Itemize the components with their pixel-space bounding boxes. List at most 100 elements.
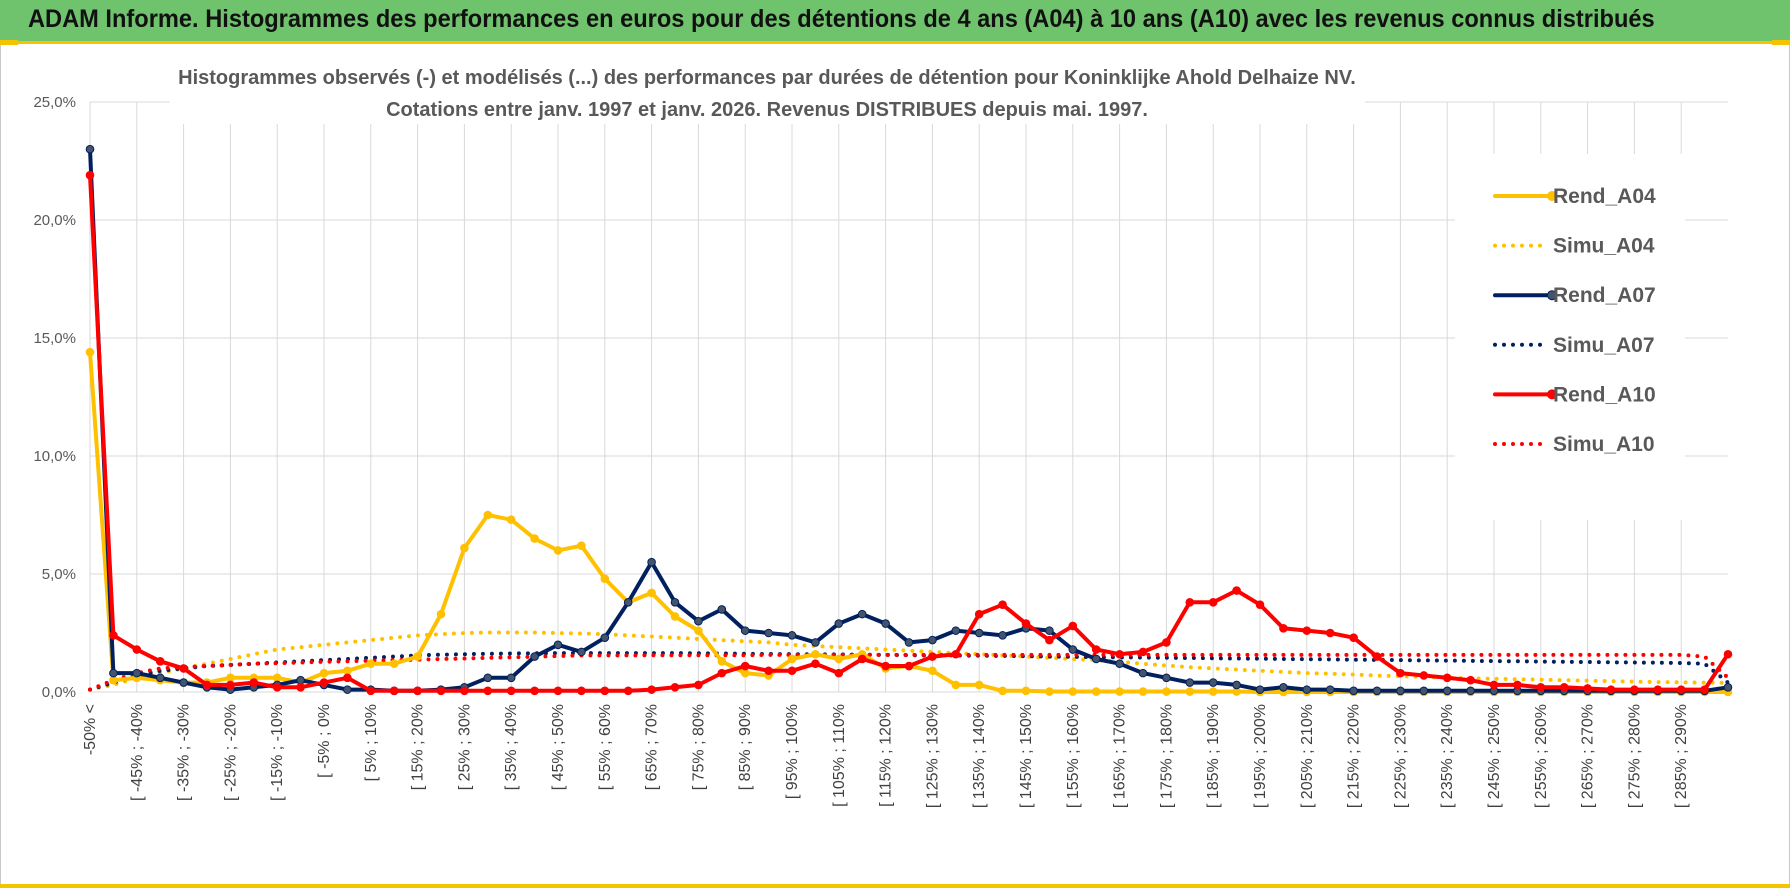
series-line-simu-a04 <box>88 630 1730 692</box>
x-tick-label: [ 145% ; 150% <box>1018 704 1035 808</box>
chart-title-line1: Histogrammes observés (-) et modélisés (… <box>178 67 1356 89</box>
point-rend-a07 <box>1255 685 1265 694</box>
point-rend-a10 <box>1419 671 1429 680</box>
point-rend-a10 <box>132 645 142 654</box>
point-rend-a04 <box>717 657 727 666</box>
point-rend-a10 <box>272 682 282 692</box>
point-rend-a04 <box>506 515 516 525</box>
point-rend-a07 <box>1068 645 1078 654</box>
point-rend-a04 <box>226 673 235 683</box>
legend-label-rend-a04: Rend_A04 <box>1553 185 1656 208</box>
x-tick-label: [ 85% ; 90% <box>737 704 754 790</box>
point-rend-a04 <box>1138 687 1148 696</box>
point-rend-a10 <box>1325 628 1335 638</box>
header-bar: ADAM Informe. Histogrammes des performan… <box>0 0 1790 44</box>
point-rend-a07 <box>834 619 844 628</box>
legend-label-simu-a04: Simu_A04 <box>1553 235 1655 258</box>
y-tick-label: 25,0% <box>33 94 76 111</box>
point-rend-a10 <box>506 686 516 696</box>
point-rend-a10 <box>389 686 399 696</box>
x-tick-label: [ 45% ; 50% <box>550 704 567 790</box>
y-tick-label: 10,0% <box>33 448 76 465</box>
x-tick-label: [ 275% ; 280% <box>1626 704 1643 808</box>
point-rend-a10 <box>740 661 750 671</box>
point-rend-a10 <box>1115 649 1124 659</box>
point-rend-a04 <box>530 534 539 543</box>
point-rend-a04 <box>1021 686 1031 696</box>
point-rend-a10 <box>1723 649 1733 659</box>
point-rend-a10 <box>1349 633 1358 643</box>
point-rend-a07 <box>483 673 493 683</box>
x-tick-label: [ 225% ; 230% <box>1392 704 1409 808</box>
legend-background <box>1455 154 1685 520</box>
point-rend-a10 <box>647 685 656 694</box>
point-rend-a10 <box>974 609 984 619</box>
point-rend-a10 <box>904 661 914 671</box>
point-rend-a07 <box>1372 686 1382 696</box>
point-rend-a10 <box>1021 619 1031 628</box>
point-rend-a04 <box>974 680 984 690</box>
point-rend-a04 <box>1068 687 1078 696</box>
point-rend-a07 <box>155 673 165 683</box>
point-rend-a04 <box>272 673 282 683</box>
point-rend-a04 <box>740 668 750 678</box>
legend-label-rend-a10: Rend_A10 <box>1553 383 1656 406</box>
x-axis-ticks: -50% < [ -45% ; -40% [ -35% ; -30% [ -25% ;… <box>82 704 1690 808</box>
point-rend-a10 <box>413 686 422 696</box>
point-rend-a07 <box>1091 654 1101 664</box>
point-rend-a07 <box>1185 678 1195 687</box>
point-rend-a07 <box>1045 626 1054 635</box>
chart-title-background <box>170 64 1365 124</box>
point-rend-a10 <box>623 686 633 696</box>
x-tick-label: [ 175% ; 180% <box>1158 704 1175 808</box>
point-rend-a07 <box>1208 678 1218 687</box>
point-rend-a07 <box>1325 685 1335 694</box>
legend-marker-rend-a04 <box>1547 191 1557 201</box>
point-rend-a10 <box>1068 621 1078 631</box>
y-tick-label: 15,0% <box>33 330 76 347</box>
point-rend-a10 <box>834 668 844 678</box>
point-rend-a04 <box>1115 687 1124 696</box>
point-rend-a07 <box>740 626 750 635</box>
x-tick-label: [ -5% ; 0% <box>316 704 333 778</box>
point-rend-a10 <box>483 686 493 696</box>
corner-accent-right <box>1772 40 1790 45</box>
x-tick-label: [ 5% ; 10% <box>363 704 380 781</box>
point-rend-a07 <box>951 626 961 635</box>
point-rend-a07 <box>1232 680 1241 690</box>
point-rend-a04 <box>928 666 937 676</box>
point-rend-a04 <box>366 659 376 668</box>
point-rend-a07 <box>1279 682 1288 692</box>
point-rend-a07 <box>670 598 680 607</box>
point-rend-a10 <box>1676 685 1686 694</box>
point-rend-a10 <box>1162 638 1171 647</box>
x-tick-label: [ -15% ; -10% <box>269 704 286 801</box>
point-rend-a10 <box>1232 586 1241 595</box>
point-rend-a07 <box>998 631 1007 640</box>
series-line-simu-a10 <box>88 652 1730 692</box>
point-rend-a10 <box>787 666 797 676</box>
point-rend-a10 <box>530 686 539 696</box>
x-tick-label: [ 165% ; 170% <box>1112 704 1129 808</box>
point-rend-a04 <box>413 652 422 661</box>
bottom-accent-line <box>0 884 1790 888</box>
point-rend-a10 <box>951 649 961 659</box>
point-rend-a10 <box>460 686 469 696</box>
point-rend-a10 <box>343 673 352 683</box>
point-rend-a10 <box>249 678 259 687</box>
point-rend-a10 <box>1466 675 1475 685</box>
point-rend-a04 <box>109 675 118 685</box>
point-rend-a07 <box>1442 686 1452 696</box>
point-rend-a10 <box>226 680 235 690</box>
grid <box>89 101 1728 693</box>
point-rend-a07 <box>343 685 352 694</box>
point-rend-a10 <box>670 682 680 692</box>
point-rend-a10 <box>1630 685 1639 694</box>
point-rend-a10 <box>1091 645 1101 654</box>
legend-label-rend-a07: Rend_A07 <box>1553 284 1656 307</box>
x-tick-label: [ -45% ; -40% <box>129 704 146 801</box>
point-rend-a10 <box>857 654 867 664</box>
point-rend-a04 <box>787 654 797 664</box>
point-rend-a07 <box>296 675 305 685</box>
point-rend-a07 <box>881 619 890 628</box>
